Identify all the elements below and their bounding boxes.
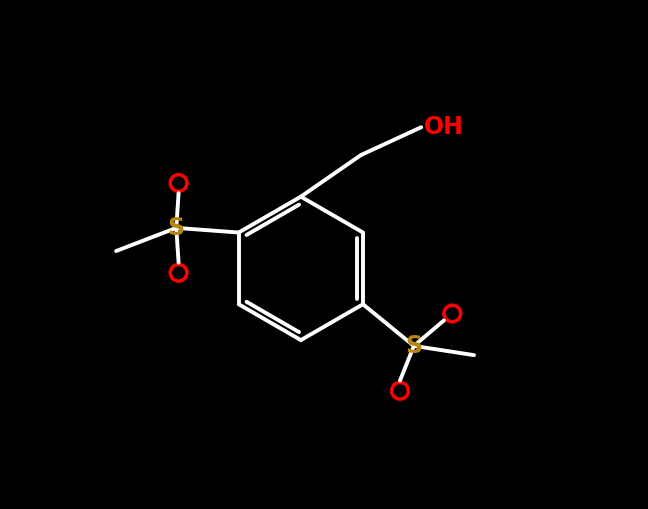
Text: S: S [168, 216, 185, 240]
Text: OH: OH [424, 115, 463, 139]
Text: S: S [405, 334, 422, 358]
